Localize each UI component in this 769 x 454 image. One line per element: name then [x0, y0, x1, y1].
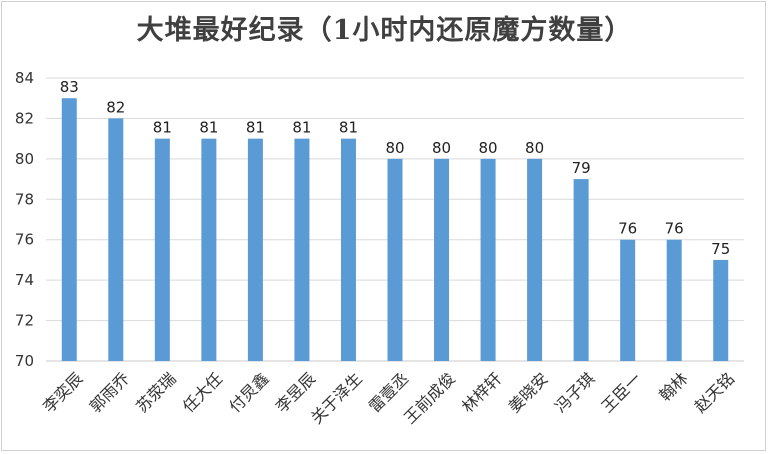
bar	[108, 118, 124, 361]
data-labels: 83 82 81 81 81 81 81 80 80 80 80 79 76 76 75	[60, 78, 731, 258]
x-category-label: 林梓轩	[458, 369, 505, 416]
data-label: 80	[432, 139, 451, 157]
bar	[201, 138, 217, 361]
bars	[61, 98, 729, 361]
data-label: 76	[665, 220, 684, 238]
bar	[620, 239, 636, 361]
x-category-label: 王臣一	[598, 369, 645, 416]
data-label: 81	[153, 119, 172, 137]
x-category-label: 冯子琪	[551, 369, 598, 416]
x-category-label: 任大任	[179, 369, 226, 416]
data-label: 81	[292, 119, 311, 137]
x-category-label: 李奕辰	[39, 369, 86, 416]
bar	[713, 259, 729, 361]
data-label: 83	[60, 78, 79, 96]
y-axis-ticks: 70 72 74 76 78 80 82 84	[15, 69, 34, 370]
bar	[434, 158, 450, 361]
y-tick-label: 80	[15, 150, 34, 168]
x-category-label: 翰林	[655, 369, 691, 405]
chart-title: 大堆最好纪录（1小时内还原魔方数量）	[136, 15, 633, 46]
x-category-label: 姜晓安	[505, 369, 552, 416]
data-label: 80	[525, 139, 544, 157]
x-category-label: 付炅鑫	[225, 369, 272, 416]
bar	[480, 158, 496, 361]
x-category-label: 苏荥瑞	[132, 369, 179, 416]
bar	[247, 138, 263, 361]
y-tick-label: 74	[15, 271, 34, 289]
x-category-label: 关于泽生	[307, 369, 366, 428]
x-category-label: 赵天铭	[691, 369, 738, 416]
bar	[666, 239, 682, 361]
data-label: 81	[339, 119, 358, 137]
x-category-label: 王前成俊	[400, 369, 459, 428]
y-tick-label: 84	[15, 69, 34, 87]
data-label: 80	[479, 139, 498, 157]
y-tick-label: 78	[15, 190, 34, 208]
data-label: 76	[618, 220, 637, 238]
data-label: 75	[711, 240, 730, 258]
data-label: 81	[246, 119, 265, 137]
bar	[527, 158, 543, 361]
bar	[61, 98, 77, 361]
y-tick-label: 82	[15, 109, 34, 127]
y-tick-label: 70	[15, 352, 34, 370]
bar	[340, 138, 356, 361]
y-tick-label: 72	[15, 312, 34, 330]
data-label: 82	[106, 98, 125, 116]
y-tick-label: 76	[15, 231, 34, 249]
bar	[573, 179, 589, 361]
bar	[387, 158, 403, 361]
bar	[294, 138, 310, 361]
x-category-label: 郭雨乔	[86, 369, 133, 416]
data-label: 81	[199, 119, 218, 137]
data-label: 79	[572, 159, 591, 177]
bar	[154, 138, 170, 361]
data-label: 80	[385, 139, 404, 157]
